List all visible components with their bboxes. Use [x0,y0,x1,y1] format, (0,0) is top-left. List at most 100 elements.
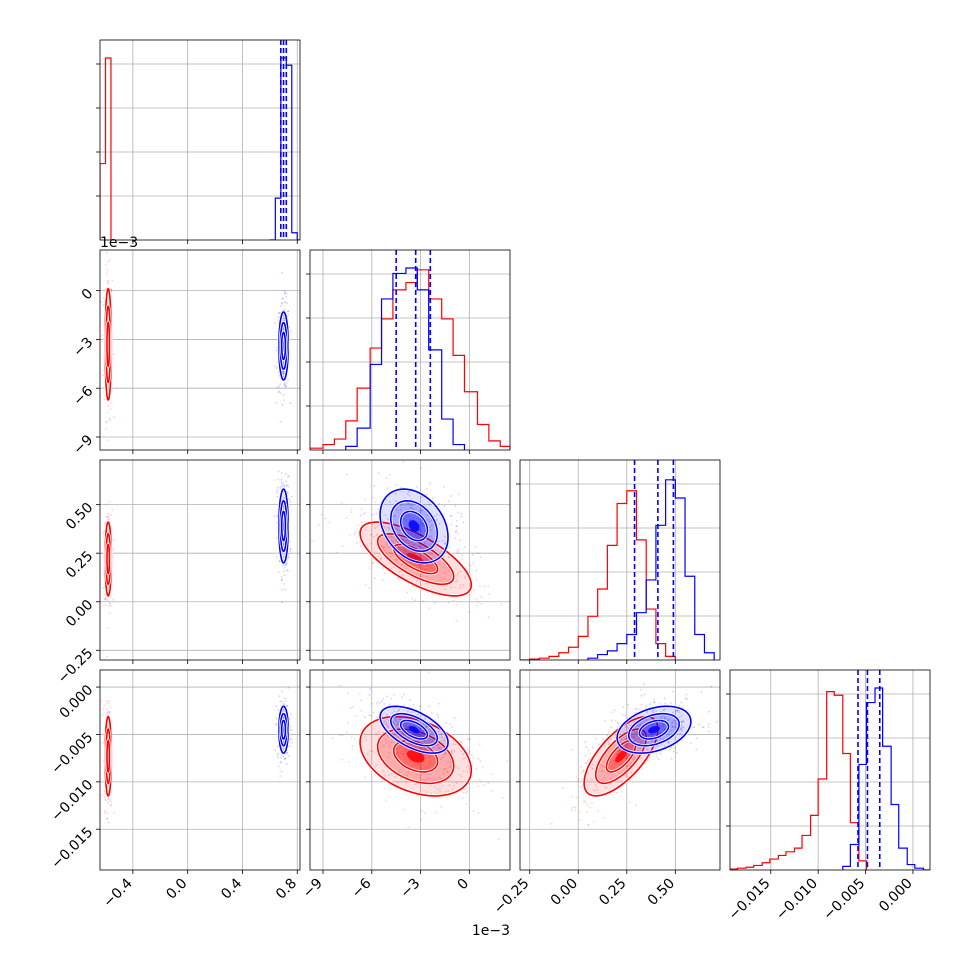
scatter-point-red [651,711,654,714]
y-ticks-1-2 [306,504,310,651]
scatter-point-red [351,744,354,747]
scatter-point-red [385,739,387,741]
scatter-point-blue [279,762,282,764]
scatter-point-blue [281,371,284,374]
scatter-point-blue [659,731,662,734]
scatter-point-blue [286,752,289,754]
scatter-point-blue [633,736,635,739]
scatter-point-blue [277,312,280,315]
scatter-point-blue [277,316,280,319]
scatter-point-blue [386,734,389,737]
scatter-point-blue [279,420,282,423]
scatter-point-blue [673,719,676,722]
scatter-point-red [474,546,477,548]
scatter-point-blue [287,310,290,312]
y-ticks-2-3 [516,686,520,830]
x-ticks-0-3: −0.4 0.0 0.4 0.8 [100,870,300,911]
scatter-point-blue [640,694,643,697]
scatter-point-red [105,272,108,275]
scatter-point-blue [368,694,371,696]
scatter-point-red [608,729,611,732]
scatter-point-blue [394,719,397,722]
scatter-point-blue [284,700,287,702]
scatter-point-blue [475,569,478,572]
scatter-point-blue [287,491,289,494]
scatter-point-blue [279,485,282,488]
scatter-point-blue [389,545,391,548]
scatter-point-red [346,731,348,734]
scatter-point-blue [279,700,282,703]
scatter-point-blue [461,554,464,557]
scatter-point-red [456,552,459,555]
scatter-point-red [105,420,107,423]
scatter-point-blue [277,571,280,574]
scatter-point-blue [685,693,688,696]
density-peak-red [615,750,627,763]
y-tick-label: −0.005 [48,730,96,778]
scatter-point-red [479,760,482,762]
scatter-point-blue [277,391,280,394]
panel-frame [99,39,301,241]
scatter-point-blue [450,586,453,589]
scatter-point-red [108,417,111,420]
scatter-point-blue [667,719,669,721]
scatter-point-blue [421,509,424,512]
density-peak-red [406,750,425,763]
scatter-point-blue [651,733,654,736]
scatter-point-blue [388,703,391,706]
scatter-point-blue [396,710,399,713]
scatter-point-red [109,595,112,598]
scatter-point-red [473,589,476,592]
scatter-point-blue [414,746,417,748]
scatter-point-blue [674,708,677,711]
scatter-point-blue [470,754,473,756]
scatter-point-red [638,708,641,711]
scatter-point-red [378,523,380,526]
scatter-point-red [613,791,615,794]
scatter-point-blue [277,709,279,711]
scatter-point-red [376,701,379,704]
scatter-point-red [599,764,602,766]
scatter-point-red [443,768,446,770]
scatter-point-red [385,723,388,726]
scatter-point-red [100,794,103,797]
scatter-point-blue [289,402,292,405]
scatter-point-red [482,766,484,768]
scatter-point-red [465,792,467,794]
scatter-point-red [579,819,582,821]
histogram-red-step [310,269,510,450]
x-tick-label: −3 [397,876,423,902]
scatter-point-red [459,584,462,586]
scatter-point-red [388,752,391,754]
panel-frame [519,459,721,661]
scatter-point-blue [422,525,424,527]
scatter-point-red [101,334,104,337]
scatter-point-blue [610,726,613,729]
scatter-point-blue [376,512,378,515]
x-tick-label: 0.8 [273,876,300,903]
scatter-point-red [105,427,107,430]
scatter-point-red [640,703,643,706]
scatter-point-red [459,740,461,742]
scatter-point-red [410,534,413,536]
scatter-point-red [104,810,106,813]
scatter-point-blue [412,508,415,510]
scatter-point-red [443,566,445,569]
scatter-point-blue [429,729,431,732]
scatter-point-red [360,709,363,712]
scatter-point-blue [282,372,285,375]
scatter-point-blue [286,705,289,707]
scatter-point-red [480,595,482,598]
scatter-point-blue [413,544,416,546]
scatter-point-red [601,770,604,773]
scatter-point-red [596,789,599,791]
scatter-point-red [438,702,440,705]
scatter-point-red [351,748,353,750]
joint-panel-0-2 [100,460,300,660]
scatter-point-blue [282,370,284,373]
scatter-point-red [364,498,367,501]
scatter-point-blue [448,500,450,503]
scatter-point-red [426,564,429,567]
scatter-point-red [447,555,450,558]
scatter-point-red [452,599,455,602]
